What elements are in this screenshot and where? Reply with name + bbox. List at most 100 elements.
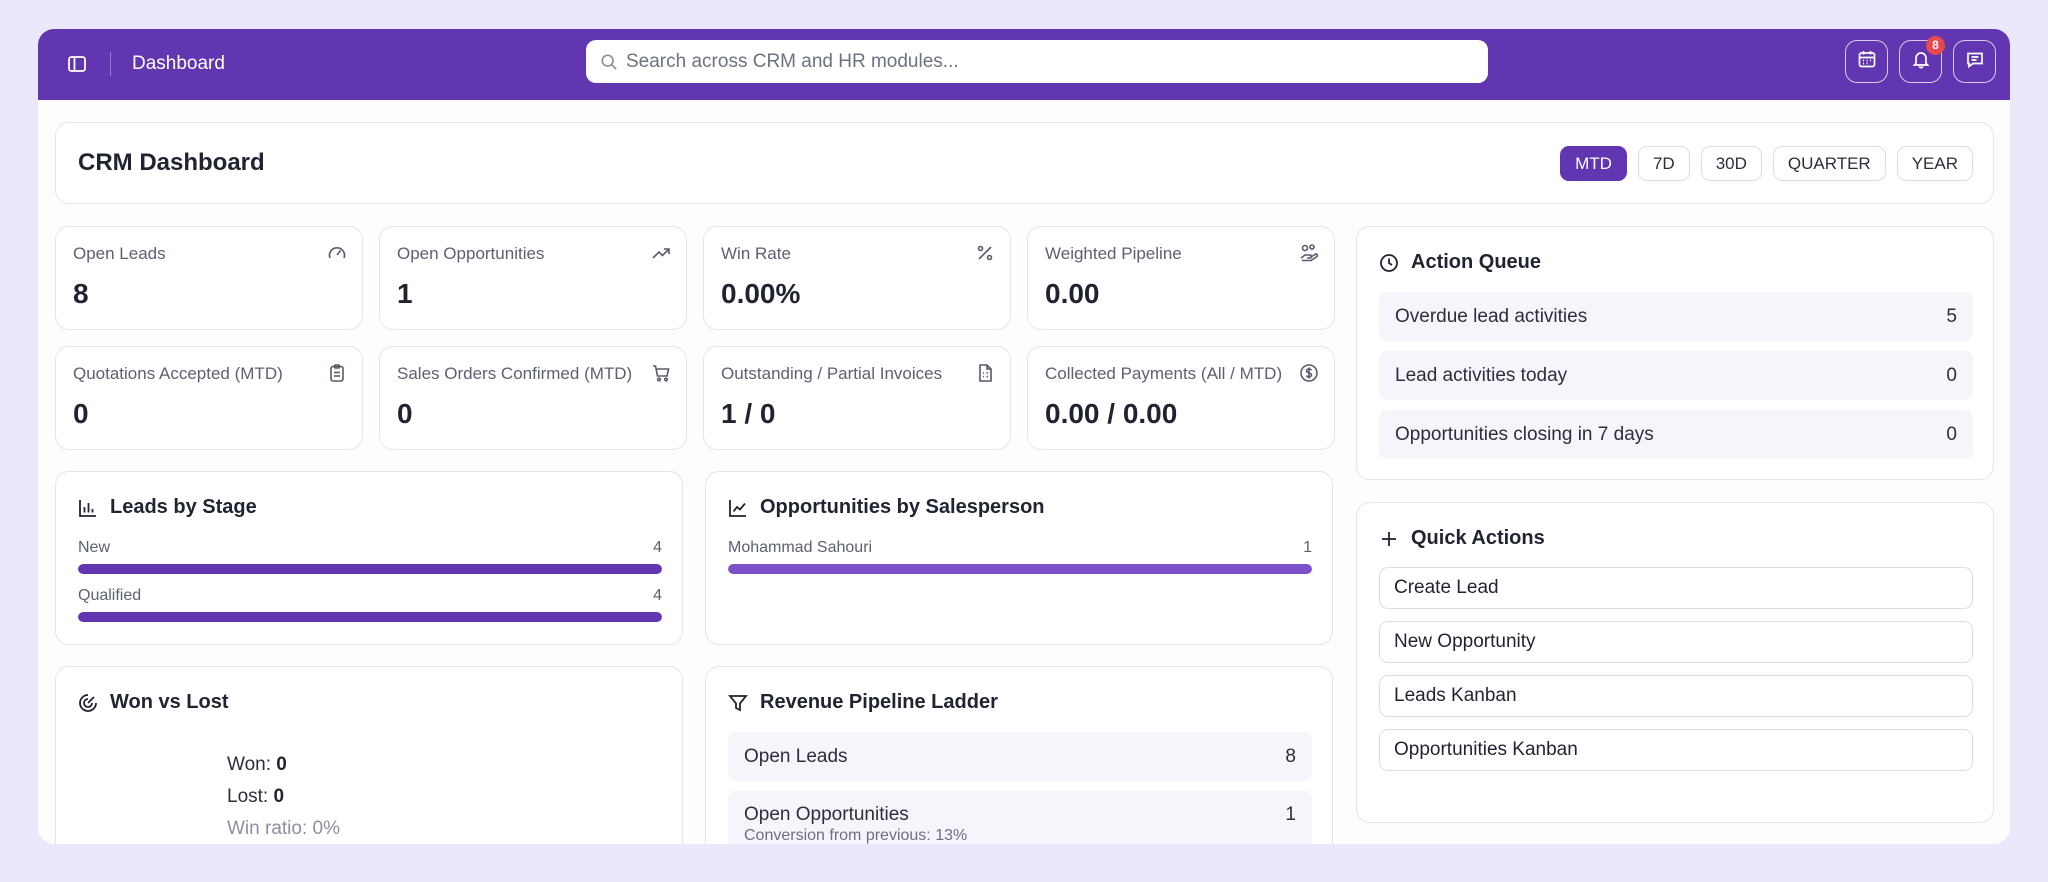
- stage-label: New: [78, 539, 111, 556]
- won-label: Won:: [227, 754, 272, 775]
- leads-kanban-button[interactable]: Leads Kanban: [1379, 675, 1973, 717]
- salesperson-count: 1: [1303, 539, 1312, 556]
- won-vs-lost-card: Won vs Lost Won: 0 Lost: 0 Win ratio: 0%: [55, 666, 683, 844]
- leads-by-stage-card: Leads by Stage New 4 Qualified 4: [55, 471, 683, 645]
- kpi-value: 0: [73, 398, 89, 429]
- range-year-button[interactable]: YEAR: [1896, 146, 1973, 181]
- create-lead-button[interactable]: Create Lead: [1379, 567, 1973, 609]
- calendar-button[interactable]: [1845, 40, 1888, 83]
- salesperson-bar-fill: [728, 564, 1312, 574]
- kpi-card-quotations-accepted[interactable]: Quotations Accepted (MTD) 0: [55, 346, 363, 450]
- app-window: Dashboard: [38, 29, 2010, 844]
- kpi-label: Open Leads: [73, 244, 166, 263]
- queue-row-today[interactable]: Lead activities today 0: [1379, 351, 1973, 400]
- section-title: Leads by Stage: [78, 496, 257, 519]
- opportunities-by-salesperson-title: Opportunities by Salesperson: [760, 496, 1045, 518]
- lost-label: Lost:: [227, 786, 269, 807]
- target-icon: [78, 693, 98, 713]
- kpi-label: Win Rate: [721, 244, 791, 263]
- queue-label: Opportunities closing in 7 days: [1395, 423, 1654, 445]
- sidebar-toggle-icon[interactable]: [64, 51, 90, 77]
- salesperson-name: Mohammad Sahouri: [728, 539, 873, 556]
- notification-badge: 8: [1926, 36, 1945, 55]
- range-30d-button[interactable]: 30D: [1700, 146, 1762, 181]
- date-range-selector: MTD 7D 30D QUARTER YEAR: [1560, 146, 1973, 181]
- new-opportunity-button[interactable]: New Opportunity: [1379, 621, 1973, 663]
- kpi-card-win-rate[interactable]: Win Rate 0.00%: [703, 226, 1011, 330]
- ladder-label: Open Opportunities: [744, 804, 909, 825]
- page-title: CRM Dashboard: [78, 149, 265, 176]
- line-chart-icon: [728, 498, 748, 518]
- calendar-icon: [1857, 49, 1877, 74]
- queue-row-overdue[interactable]: Overdue lead activities 5: [1379, 292, 1973, 341]
- win-ratio: Win ratio: 0%: [227, 818, 340, 839]
- opportunities-kanban-button[interactable]: Opportunities Kanban: [1379, 729, 1973, 771]
- kpi-value: 1 / 0: [721, 398, 776, 429]
- kpi-value: 0.00 / 0.00: [1045, 398, 1178, 429]
- stage-row-new: New 4: [78, 539, 662, 574]
- kpi-label: Outstanding / Partial Invoices: [721, 364, 943, 383]
- action-queue-card: Action Queue Overdue lead activities 5 L…: [1356, 226, 1994, 480]
- kpi-label: Open Opportunities: [397, 244, 545, 263]
- top-bar: Dashboard: [38, 29, 2010, 100]
- ladder-value: 8: [1285, 746, 1296, 767]
- kpi-value: 1: [397, 278, 413, 309]
- won-line: Won: 0: [227, 754, 287, 776]
- kpi-card-open-opportunities[interactable]: Open Opportunities 1: [379, 226, 687, 330]
- header-title: Dashboard: [132, 53, 225, 74]
- plus-icon: [1379, 529, 1399, 549]
- won-vs-lost-title: Won vs Lost: [110, 691, 229, 713]
- invoice-icon: [974, 362, 996, 384]
- stage-row-qualified: Qualified 4: [78, 587, 662, 622]
- queue-count: 0: [1946, 364, 1957, 386]
- lost-value: 0: [273, 786, 285, 807]
- range-7d-button[interactable]: 7D: [1637, 146, 1690, 181]
- salesperson-bar-track: [728, 564, 1312, 574]
- ladder-label: Open Leads: [744, 746, 848, 767]
- kpi-label: Sales Orders Confirmed (MTD): [397, 364, 633, 383]
- global-search[interactable]: [586, 40, 1488, 83]
- ladder-value: 1: [1285, 804, 1296, 825]
- messages-button[interactable]: [1953, 40, 1996, 83]
- kpi-card-open-leads[interactable]: Open Leads 8: [55, 226, 363, 330]
- ladder-row-open-leads: Open Leads 8: [728, 732, 1312, 781]
- cart-icon: [650, 362, 672, 384]
- kpi-value: 0.00%: [721, 278, 801, 309]
- clipboard-icon: [326, 362, 348, 384]
- kpi-card-collected-payments[interactable]: Collected Payments (All / MTD) 0.00 / 0.…: [1027, 346, 1335, 450]
- salesperson-row: Mohammad Sahouri 1: [728, 539, 1312, 574]
- range-mtd-button[interactable]: MTD: [1560, 146, 1627, 181]
- stage-label: Qualified: [78, 587, 142, 604]
- queue-count: 5: [1946, 305, 1957, 327]
- kpi-card-weighted-pipeline[interactable]: Weighted Pipeline 0.00: [1027, 226, 1335, 330]
- page-header-card: CRM Dashboard MTD 7D 30D QUARTER YEAR: [55, 122, 1994, 204]
- bar-chart-icon: [78, 498, 98, 518]
- kpi-card-sales-orders[interactable]: Sales Orders Confirmed (MTD) 0: [379, 346, 687, 450]
- header-divider: [110, 52, 111, 76]
- stage-bar-track: [78, 612, 662, 622]
- action-queue-title: Action Queue: [1411, 251, 1542, 273]
- search-input[interactable]: [626, 50, 1466, 73]
- coins-hand-icon: [1298, 242, 1320, 264]
- quick-actions-card: Quick Actions Create Lead New Opportunit…: [1356, 502, 1994, 823]
- kpi-card-outstanding-invoices[interactable]: Outstanding / Partial Invoices 1 / 0: [703, 346, 1011, 450]
- section-title: Revenue Pipeline Ladder: [728, 691, 998, 714]
- queue-count: 0: [1946, 423, 1957, 445]
- section-title: Quick Actions: [1379, 527, 1545, 550]
- lost-line: Lost: 0: [227, 786, 284, 808]
- kpi-label: Collected Payments (All / MTD): [1045, 364, 1283, 383]
- gauge-icon: [326, 242, 348, 264]
- trending-up-icon: [650, 242, 672, 264]
- stage-bar-fill: [78, 612, 662, 622]
- kpi-value: 0.00: [1045, 278, 1100, 309]
- queue-label: Overdue lead activities: [1395, 305, 1588, 327]
- queue-row-closing-soon[interactable]: Opportunities closing in 7 days 0: [1379, 410, 1973, 459]
- notifications-button[interactable]: 8: [1899, 36, 1945, 83]
- opportunities-by-salesperson-card: Opportunities by Salesperson Mohammad Sa…: [705, 471, 1333, 645]
- bell-icon: [1911, 49, 1931, 74]
- range-quarter-button[interactable]: QUARTER: [1772, 146, 1886, 181]
- section-title: Action Queue: [1379, 251, 1541, 274]
- kpi-value: 0: [397, 398, 413, 429]
- dollar-circle-icon: [1298, 362, 1320, 384]
- revenue-pipeline-ladder-card: Revenue Pipeline Ladder Open Leads 8 Ope…: [705, 666, 1333, 844]
